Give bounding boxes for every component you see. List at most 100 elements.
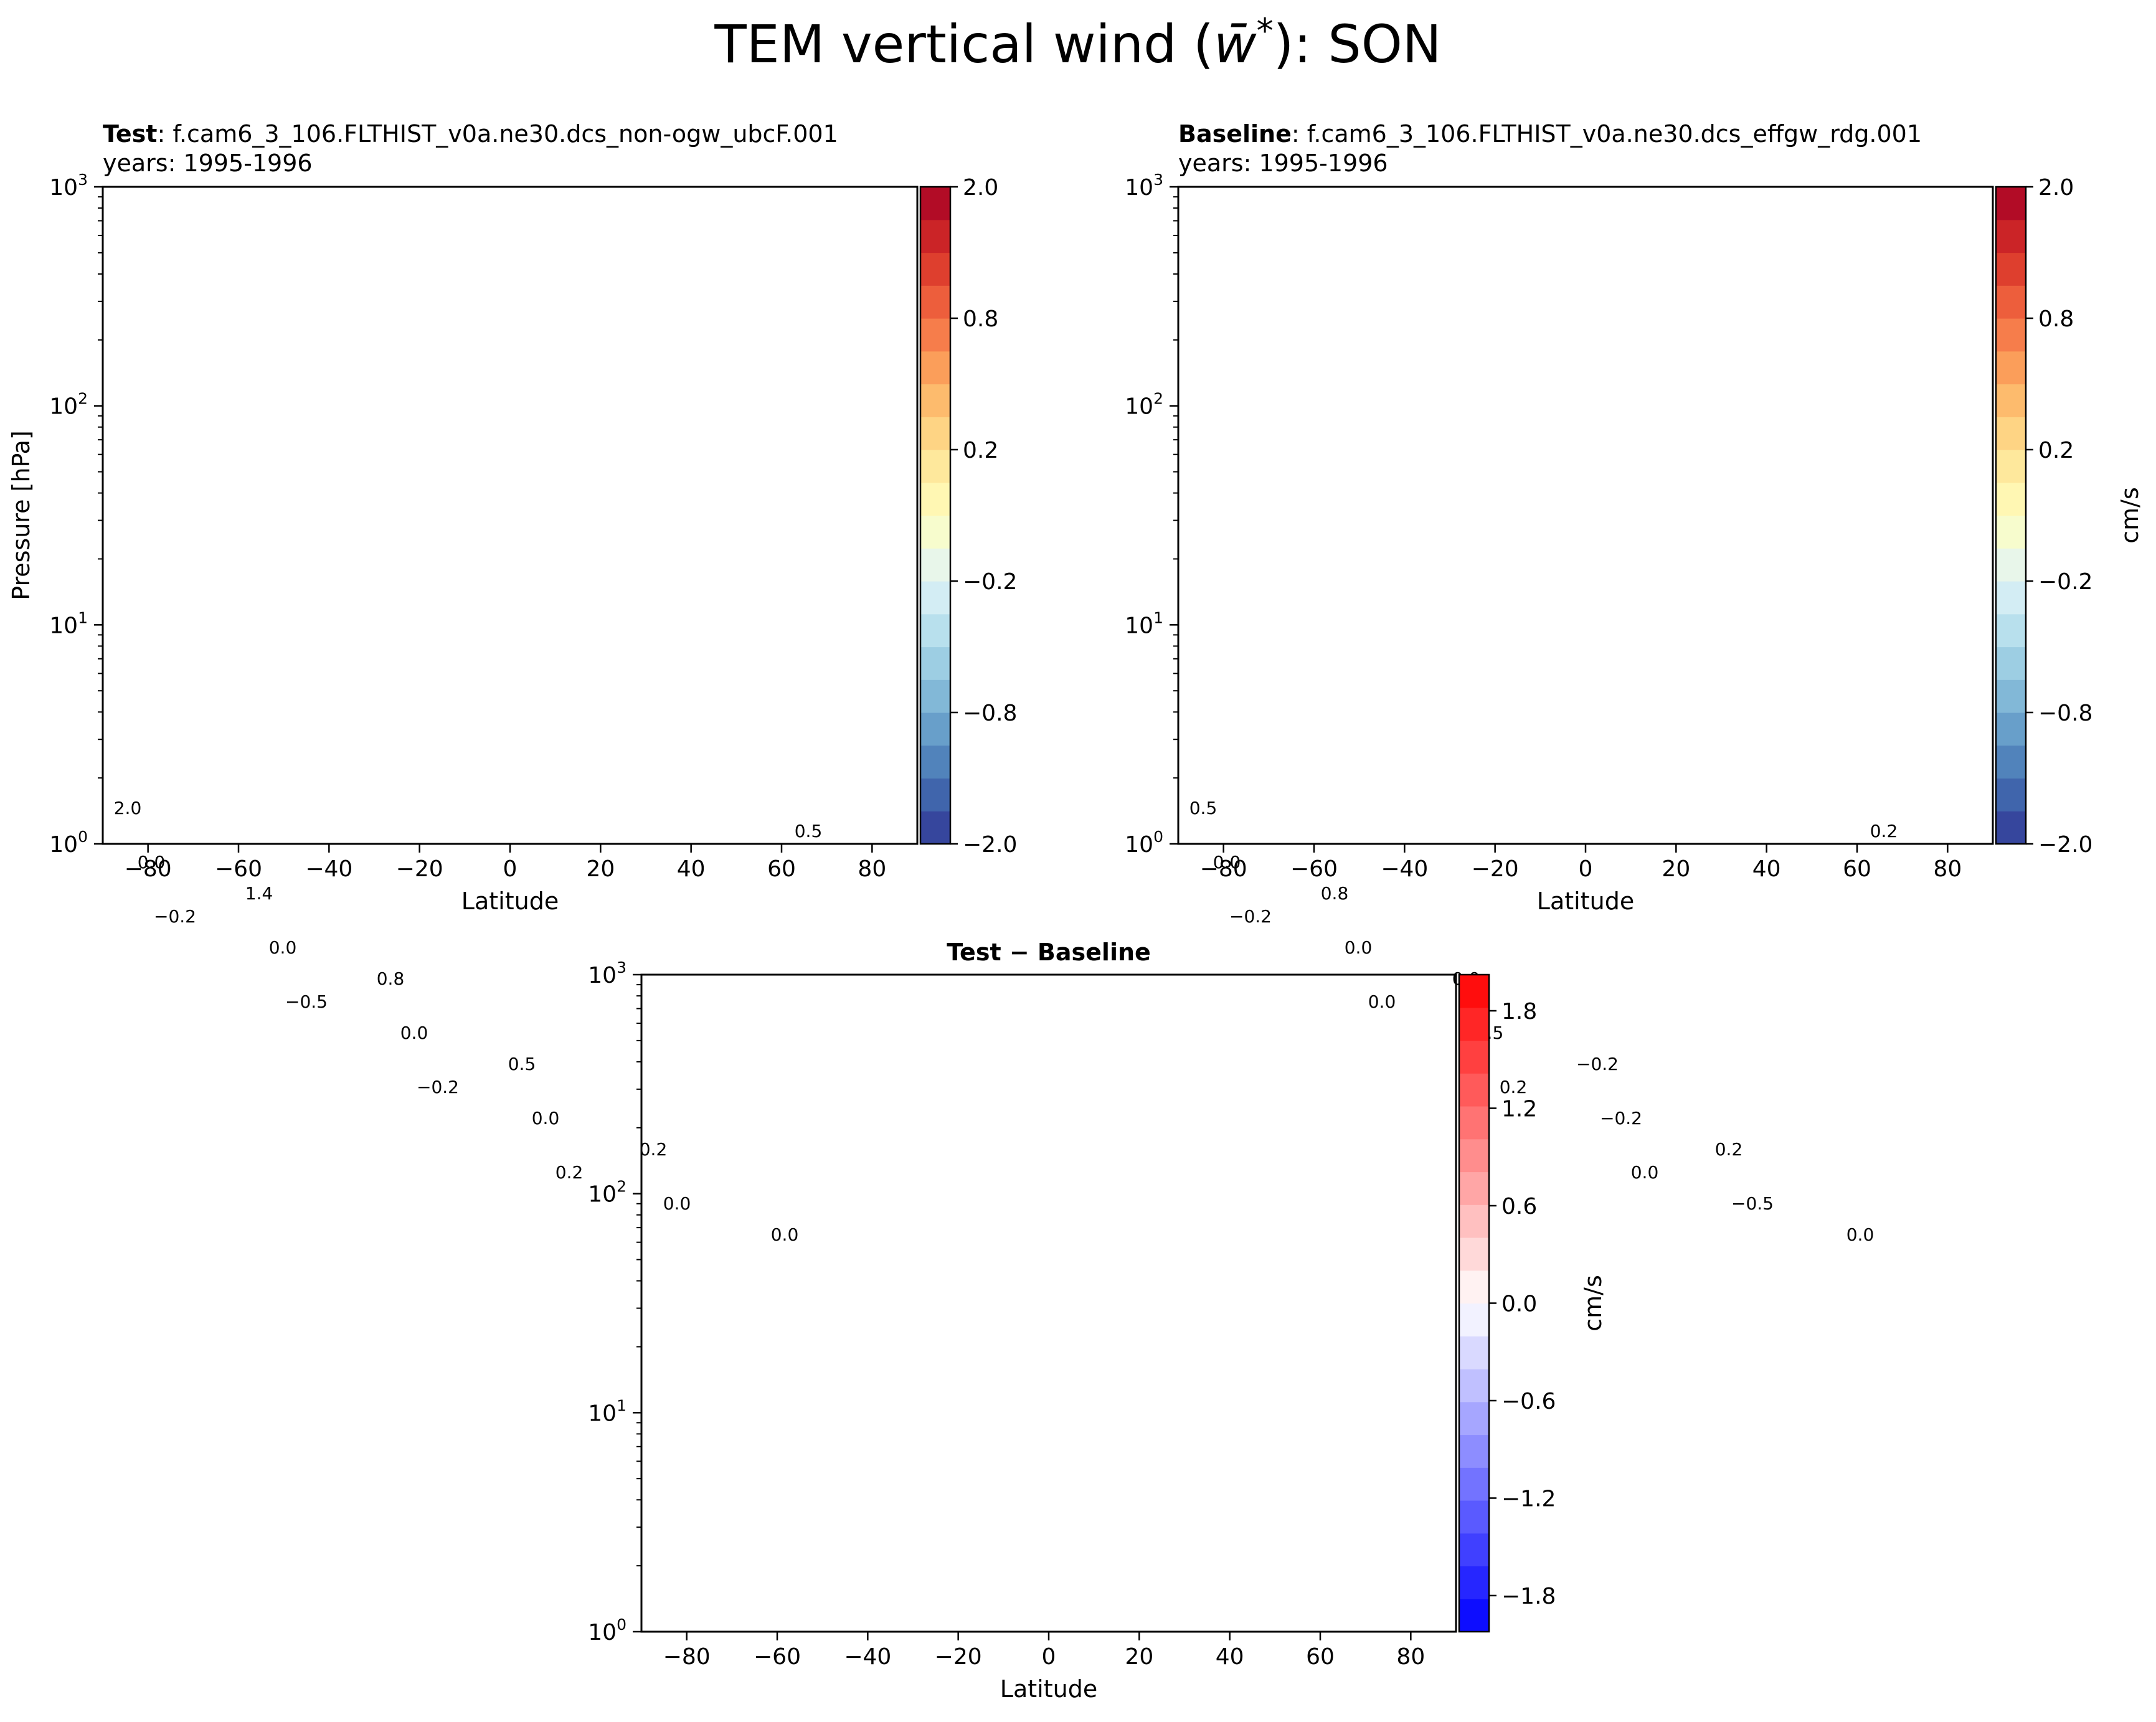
- field-feature-1-level-3: [115, 417, 145, 492]
- x-tick-label: 20: [1662, 856, 1690, 882]
- contour-label: 0.5: [508, 1054, 536, 1074]
- colorbar-swatch: [1996, 482, 2026, 516]
- x-tick-label: 0: [1042, 1644, 1056, 1670]
- field-feature-9-level-1: [846, 209, 899, 348]
- field-feature-8-level-3: [694, 241, 724, 316]
- field-feature-3-level-3: [164, 236, 195, 311]
- colorbar-swatch: [1996, 646, 2026, 680]
- field-feature-5-level-2: [412, 220, 454, 328]
- panel-title: Test: f.cam6_3_106.FLTHIST_v0a.ne30.dcs_…: [103, 120, 838, 148]
- y-tick-label: 100: [1125, 828, 1163, 858]
- field-feature-0-level-2: [1176, 506, 1217, 613]
- y-tick-label: 103: [49, 171, 88, 201]
- field-feature-10-level-4: [1929, 564, 1948, 608]
- contour-label: 0.8: [1321, 883, 1349, 904]
- contour-label: −0.5: [1731, 1193, 1774, 1214]
- contour-label: −0.5: [285, 991, 328, 1012]
- x-tick-label: 60: [767, 856, 796, 882]
- field-feature-0-level-4: [130, 516, 148, 560]
- field-feature-0-level-3: [124, 500, 154, 575]
- contour-label: −0.2: [1576, 1054, 1619, 1074]
- colorbar-tick-label: 0.6: [1501, 1194, 1537, 1219]
- contour-label: 0.0: [400, 1023, 428, 1043]
- x-tick-label: 0: [503, 856, 518, 882]
- field-feature-1-level-3: [717, 1358, 747, 1433]
- field-feature-7-level-0: [1698, 194, 1763, 364]
- colorbar-swatch: [1996, 187, 2026, 220]
- field-feature-6-level-2: [1610, 233, 1652, 340]
- colorbar-tick-label: 2.0: [963, 175, 998, 201]
- field-feature-6-level-4: [564, 265, 583, 309]
- colorbar-swatch: [920, 285, 950, 319]
- panel-title: Baseline: f.cam6_3_106.FLTHIST_v0a.ne30.…: [1178, 120, 1922, 148]
- contour-label: 0.2: [1500, 1077, 1528, 1097]
- field-feature-9-level-4: [1938, 257, 1957, 301]
- field-feature-9-level-3: [1932, 241, 1963, 316]
- field-feature-3-level-2: [159, 220, 201, 328]
- field-feature-5-level-2: [1390, 997, 1432, 1104]
- contour-label: 0.0: [1213, 852, 1241, 873]
- field-feature-4-level-4: [102, 265, 121, 309]
- colorbar-swatch: [1996, 450, 2026, 483]
- colorbar-swatch: [1459, 1401, 1489, 1436]
- field-feature-9-level-2: [851, 225, 893, 333]
- y-tick-label: 102: [1125, 390, 1163, 420]
- colorbar-swatch: [920, 450, 950, 483]
- field-feature-1-level-1: [103, 385, 156, 524]
- colorbar-swatch: [1459, 1171, 1489, 1205]
- field-feature-5-level-2: [1474, 233, 1516, 340]
- contour-label: 0.0: [532, 1108, 560, 1128]
- colorbar-swatch: [1996, 252, 2026, 286]
- field-feature-4-level-3: [1124, 1100, 1155, 1175]
- colorbar-swatch: [1459, 1369, 1489, 1403]
- x-tick-label: −40: [844, 1644, 891, 1670]
- field-feature-10-level-1: [836, 517, 889, 656]
- field-feature-6-level-1: [1604, 217, 1657, 356]
- colorbar-swatch: [1459, 1204, 1489, 1238]
- field-feature-6-level-1: [547, 217, 600, 356]
- contour-label: −0.2: [1600, 1108, 1642, 1128]
- x-axis-label: Latitude: [1537, 887, 1634, 915]
- field-feature-1-level-2: [109, 401, 151, 508]
- field-feature-8-level-1: [683, 209, 735, 348]
- field-feature-3-level-0: [1218, 189, 1283, 359]
- field-feature-1-level-4: [120, 432, 139, 476]
- field-feature-3-level-0: [700, 965, 765, 1135]
- colorbar-swatch: [920, 745, 950, 779]
- field-feature-9-level-2: [1927, 225, 1969, 333]
- field-feature-5-level-3: [1480, 249, 1510, 324]
- field-feature-1-level-1: [706, 1326, 759, 1465]
- axes-frame: [640, 973, 1457, 1633]
- field-feature-0-level-0: [106, 453, 171, 623]
- colorbar-swatch: [920, 187, 950, 220]
- colorbar-swatch: [920, 417, 950, 450]
- field-feature-2-level-3: [1254, 608, 1284, 684]
- field-feature-0-level-0: [641, 1262, 706, 1432]
- field-feature-8-level-4: [1775, 257, 1794, 301]
- field-feature-8-level-0: [1752, 194, 1817, 364]
- contour-label: 0.0: [663, 1193, 691, 1214]
- field-feature-10-level-2: [1917, 532, 1959, 640]
- field-feature-0-level-2: [118, 484, 160, 591]
- colorbar-swatch: [1459, 1336, 1489, 1370]
- field-feature-2-level-0: [1237, 561, 1302, 731]
- field-feature-2-level-3: [645, 1037, 675, 1112]
- field-test: [80, 189, 904, 671]
- y-tick-label: 102: [49, 390, 88, 420]
- field-feature-2-level-0: [627, 990, 692, 1160]
- field-feature-4-level-1: [1161, 205, 1214, 344]
- field-feature-1-level-0: [98, 369, 163, 539]
- field-feature-5-level-1: [407, 205, 460, 344]
- y-tick-label: 100: [588, 1616, 626, 1645]
- field-feature-8-level-2: [1764, 225, 1805, 333]
- x-tick-label: −60: [754, 1644, 801, 1670]
- contour-label: 0.0: [1368, 991, 1396, 1012]
- field-feature-2-level-2: [1248, 592, 1290, 699]
- colorbar-tick-label: 0.8: [2038, 306, 2074, 332]
- colorbar-swatch: [920, 318, 950, 352]
- colorbar-swatch: [1459, 1007, 1489, 1041]
- colorbar-swatch: [1459, 1566, 1489, 1599]
- colorbar-swatch: [1459, 1500, 1489, 1534]
- field-feature-3-level-1: [706, 982, 759, 1120]
- field-feature-1-level-0: [700, 1310, 765, 1480]
